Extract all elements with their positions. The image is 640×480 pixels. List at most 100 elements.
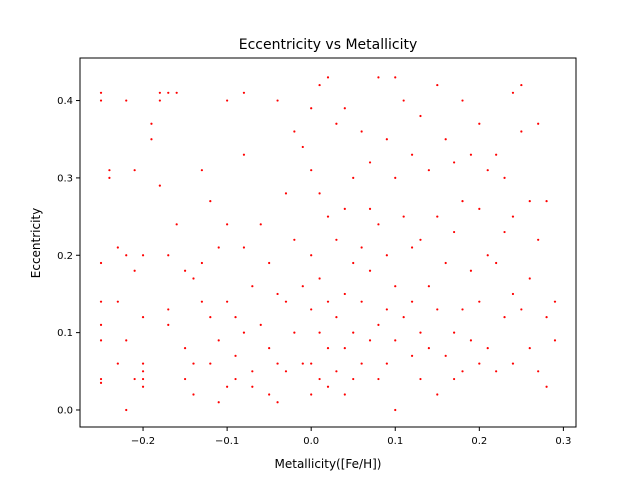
data-point (158, 91, 161, 94)
data-point (209, 200, 212, 203)
data-point (377, 323, 380, 326)
data-point (99, 91, 103, 94)
y-axis-label: Eccentricity (29, 208, 43, 278)
data-point (116, 300, 119, 303)
data-point (486, 169, 489, 172)
data-point (242, 331, 246, 334)
data-point (528, 200, 531, 203)
data-point (553, 300, 557, 303)
data-point (469, 269, 473, 272)
data-point (183, 346, 187, 350)
x-tick-label: −0.2 (131, 436, 155, 447)
x-tick-label: −0.1 (215, 436, 239, 447)
data-point (310, 107, 313, 110)
data-point (326, 215, 330, 218)
data-point (335, 316, 338, 319)
data-point (368, 207, 372, 210)
data-point (183, 269, 187, 272)
data-point (310, 169, 313, 172)
data-point (259, 323, 262, 326)
data-point (410, 354, 414, 357)
y-tick-label: 0.4 (57, 96, 73, 107)
data-point (537, 238, 540, 241)
data-point (209, 362, 212, 365)
data-point (318, 377, 321, 381)
data-point (200, 261, 203, 265)
data-point (242, 91, 246, 94)
y-tick-label: 0.1 (57, 328, 73, 339)
data-point (402, 99, 405, 102)
data-point (469, 153, 473, 156)
data-point (293, 238, 296, 241)
data-point (385, 254, 388, 257)
data-point (276, 362, 279, 365)
data-point (301, 145, 304, 149)
data-point (99, 377, 103, 381)
data-point (511, 91, 515, 94)
data-point (352, 331, 355, 334)
data-point (335, 370, 338, 373)
data-point (343, 346, 346, 350)
data-point (242, 246, 246, 249)
data-point (343, 292, 346, 296)
data-point (478, 122, 481, 125)
data-point (343, 107, 346, 110)
data-point (427, 285, 430, 288)
data-point (217, 401, 220, 404)
data-point (453, 230, 456, 234)
data-point (293, 130, 296, 133)
data-point (520, 308, 523, 311)
data-points (99, 76, 557, 412)
data-point (234, 316, 237, 319)
data-point (125, 408, 128, 412)
data-point (175, 91, 178, 94)
x-tick-label: 0.2 (471, 436, 487, 447)
data-point (251, 385, 254, 388)
data-point (486, 346, 489, 350)
data-point (276, 401, 279, 404)
data-point (377, 76, 380, 79)
data-point (352, 261, 355, 265)
data-point (478, 300, 481, 303)
data-point (394, 176, 397, 180)
data-point (486, 254, 489, 257)
data-point (360, 362, 363, 365)
data-point (310, 362, 313, 365)
data-point (511, 362, 515, 365)
data-point (368, 269, 372, 272)
data-point (116, 362, 119, 365)
data-point (377, 377, 380, 381)
data-point (410, 153, 414, 156)
data-point (503, 176, 506, 180)
data-point (461, 370, 464, 373)
data-point (444, 354, 447, 357)
data-point (99, 339, 103, 342)
data-point (183, 377, 187, 381)
data-point (141, 254, 145, 257)
data-point (268, 393, 271, 396)
data-point (461, 200, 464, 203)
data-point (436, 308, 439, 311)
data-point (284, 300, 288, 303)
data-point (318, 277, 321, 280)
data-point (537, 370, 540, 373)
data-point (478, 362, 481, 365)
data-point (141, 362, 145, 365)
data-point (167, 254, 170, 257)
data-point (461, 308, 464, 311)
data-point (242, 153, 246, 156)
data-point (293, 331, 296, 334)
data-point (335, 238, 338, 241)
data-point (192, 277, 195, 280)
data-point (158, 99, 161, 102)
data-point (318, 331, 321, 334)
data-point (125, 99, 128, 102)
data-point (427, 169, 430, 172)
data-point (385, 308, 388, 311)
y-tick-label: 0.0 (57, 405, 73, 416)
data-point (217, 339, 220, 342)
data-point (167, 91, 170, 94)
data-point (368, 161, 372, 164)
data-point (394, 285, 397, 288)
